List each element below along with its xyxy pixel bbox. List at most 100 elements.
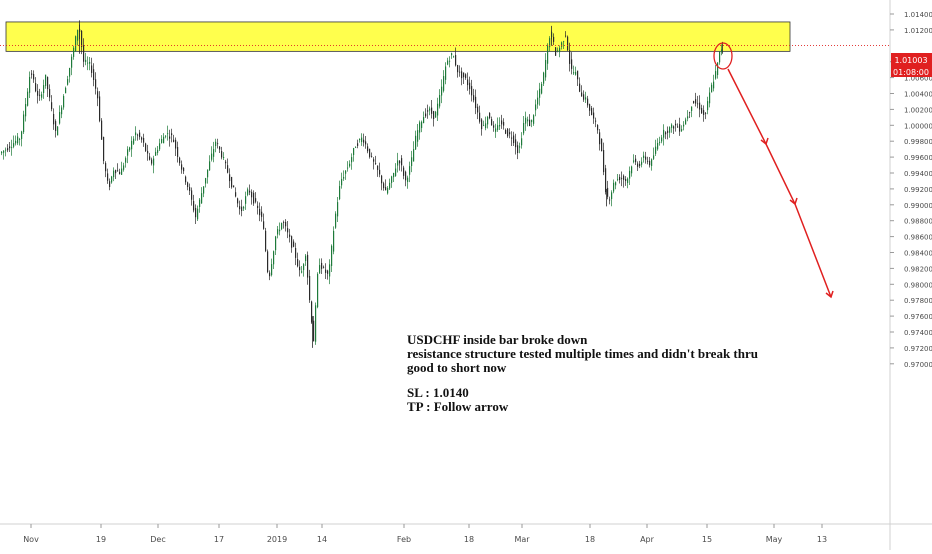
candle-body (117, 170, 119, 172)
candle-body (387, 188, 389, 194)
resistance-zone-rect[interactable] (5, 21, 791, 52)
candle-body (711, 84, 713, 93)
candle-body (579, 83, 581, 92)
candle-body (65, 87, 67, 94)
candle-body (635, 158, 637, 163)
current-price-tag: 1.01003 (891, 53, 932, 66)
stop-loss-label: SL : 1.0140 (407, 385, 469, 400)
price-axis[interactable]: 1.014001.012001.008001.006001.004001.002… (890, 11, 932, 369)
candle-body (423, 117, 425, 124)
candle-body (643, 155, 645, 158)
candle-body (197, 208, 199, 220)
forecast-drawing[interactable] (713, 42, 834, 299)
current-price-tag-bg (891, 53, 932, 66)
resistance-zone[interactable] (5, 21, 791, 52)
candle-body (333, 230, 335, 252)
candle-body (185, 176, 187, 183)
candle-body (501, 120, 503, 125)
candle-body (317, 273, 319, 308)
candle-body (205, 178, 207, 184)
time-tick-label: May (766, 535, 783, 544)
candle-body (115, 170, 117, 174)
candle-body (67, 79, 69, 85)
candle-body (167, 133, 169, 135)
forecast-arrow-line[interactable] (727, 68, 832, 298)
candle-body (349, 163, 351, 167)
candle-body (135, 132, 137, 136)
time-tick-label: Apr (640, 535, 655, 544)
time-tick-label: 17 (214, 535, 224, 544)
candle-body (29, 76, 31, 93)
candle-body (427, 110, 429, 112)
candle-body (35, 83, 37, 92)
candle-body (125, 158, 127, 163)
bar-countdown-value: 01:08:00 (893, 68, 929, 77)
candle-body (519, 146, 521, 148)
candle-body (307, 254, 309, 278)
candle-body (395, 168, 397, 176)
candle-body (503, 122, 505, 126)
candle-body (659, 141, 661, 143)
candle-body (383, 183, 385, 189)
candle-body (343, 177, 345, 179)
candle-body (515, 139, 517, 148)
candle-body (147, 150, 149, 154)
highlight-circle[interactable] (713, 42, 733, 70)
candle-body (109, 181, 111, 187)
price-tick-label: 1.01200 (904, 27, 932, 35)
candle-body (459, 71, 461, 73)
candle-body (437, 103, 439, 116)
candle-body (363, 139, 365, 143)
candle-body (113, 170, 115, 178)
candle-body (21, 131, 23, 139)
candle-body (177, 147, 179, 157)
candle-body (131, 140, 133, 150)
candle-body (295, 248, 297, 258)
candle-body (293, 241, 295, 247)
candle-body (331, 245, 333, 266)
time-tick-label: Mar (514, 535, 530, 544)
candle-body (327, 270, 329, 274)
price-tick-label: 0.99200 (904, 186, 932, 194)
candle-body (717, 62, 719, 75)
candle-body (517, 145, 519, 153)
price-tick-label: 0.99000 (904, 202, 932, 210)
candle-body (559, 47, 561, 53)
candle-body (371, 156, 373, 157)
time-axis[interactable]: Nov 19 Dec 17 2019 14 Feb 18 Mar 18 Apr 15 May 13 (23, 524, 827, 544)
price-tick-label: 0.97000 (904, 361, 932, 369)
candle-body (407, 177, 409, 182)
candle-body (123, 165, 125, 170)
candle-body (703, 110, 705, 115)
candle-body (11, 147, 13, 149)
current-price-value: 1.01003 (894, 56, 927, 65)
candle-body (691, 106, 693, 111)
candle-body (469, 82, 471, 90)
candle-body (169, 136, 171, 139)
candle-body (629, 170, 631, 179)
candle-body (401, 158, 403, 166)
candle-body (71, 56, 73, 68)
candle-body (475, 96, 477, 109)
candle-body (321, 262, 323, 269)
candle-body (633, 160, 635, 162)
candle-body (547, 45, 549, 64)
candle-body (247, 189, 249, 195)
candle-body (561, 42, 563, 47)
candle-body (555, 47, 557, 56)
forecast-arrowhead (825, 290, 834, 299)
trade-annotation[interactable]: USDCHF inside bar broke down resistance … (407, 332, 758, 414)
candle-body (305, 255, 307, 261)
candle-body (405, 171, 407, 181)
candle-body (19, 139, 21, 140)
candle-body (611, 192, 613, 200)
price-tick-label: 0.99600 (904, 154, 932, 162)
time-tick-label: 2019 (267, 535, 287, 544)
candle-body (417, 130, 419, 142)
candle-body (505, 129, 507, 134)
candle-body (173, 139, 175, 142)
candle-body (157, 149, 159, 153)
candle-body (609, 199, 611, 201)
